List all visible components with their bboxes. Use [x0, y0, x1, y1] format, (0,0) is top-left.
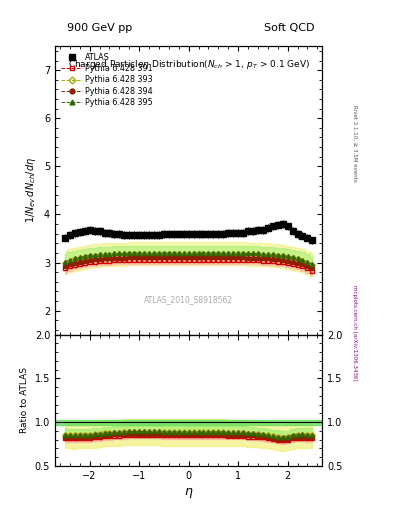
- Text: Rivet 3.1.10, ≥ 3.5M events: Rivet 3.1.10, ≥ 3.5M events: [352, 105, 357, 182]
- Text: 900 GeV pp: 900 GeV pp: [67, 23, 132, 33]
- X-axis label: $\eta$: $\eta$: [184, 486, 193, 500]
- Text: ATLAS_2010_S8918562: ATLAS_2010_S8918562: [144, 295, 233, 305]
- Text: mcplots.cern.ch [arXiv:1306.3436]: mcplots.cern.ch [arXiv:1306.3436]: [352, 285, 357, 380]
- Text: Soft QCD: Soft QCD: [264, 23, 314, 33]
- Legend: ATLAS, Pythia 6.428 391, Pythia 6.428 393, Pythia 6.428 394, Pythia 6.428 395: ATLAS, Pythia 6.428 391, Pythia 6.428 39…: [59, 50, 155, 110]
- Y-axis label: Ratio to ATLAS: Ratio to ATLAS: [20, 367, 29, 433]
- Text: Charged Particle$\eta$ Distribution($N_{ch}$ > 1, $p_{T}$ > 0.1 GeV): Charged Particle$\eta$ Distribution($N_{…: [68, 58, 310, 71]
- Y-axis label: $1/N_{ev}\,dN_{ch}/d\eta$: $1/N_{ev}\,dN_{ch}/d\eta$: [24, 157, 39, 223]
